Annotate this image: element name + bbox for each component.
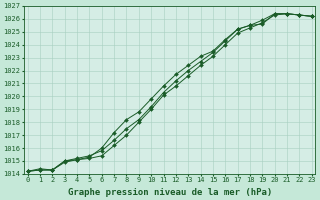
X-axis label: Graphe pression niveau de la mer (hPa): Graphe pression niveau de la mer (hPa)	[68, 188, 272, 197]
